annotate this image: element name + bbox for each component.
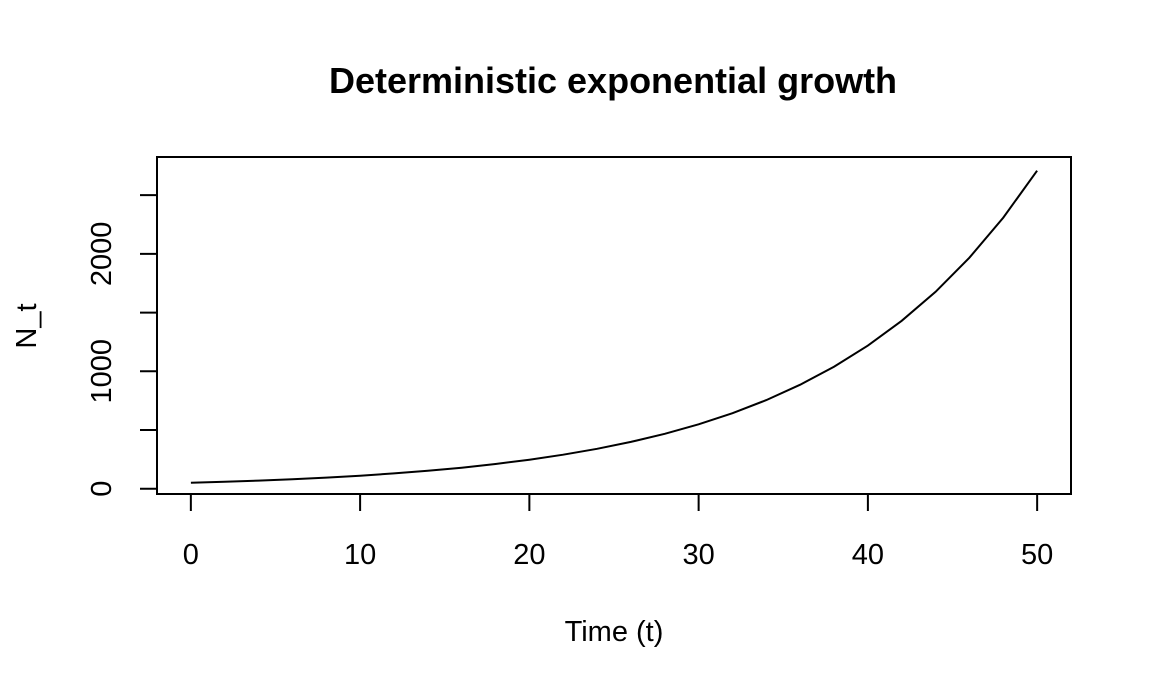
x-tick-label: 0 xyxy=(183,539,199,571)
x-axis: 0 10 20 30 40 50 xyxy=(183,493,1053,571)
x-tick-label: 40 xyxy=(852,539,884,571)
y-tick-label: 0 xyxy=(86,481,118,497)
chart-title: Deterministic exponential growth xyxy=(329,60,897,101)
y-axis: 0 1000 2000 xyxy=(86,194,158,497)
x-tick-label: 20 xyxy=(513,539,545,571)
x-axis-label: Time (t) xyxy=(565,616,664,648)
y-tick-label: 1000 xyxy=(86,339,118,404)
x-tick-label: 30 xyxy=(682,539,714,571)
series-line xyxy=(190,170,1038,484)
y-axis-label: N_t xyxy=(11,303,43,348)
series-layer xyxy=(190,170,1038,484)
plot-frame xyxy=(156,156,1072,495)
x-tick-label: 50 xyxy=(1021,539,1053,571)
x-tick-label: 10 xyxy=(344,539,376,571)
y-tick-label: 2000 xyxy=(86,222,118,287)
